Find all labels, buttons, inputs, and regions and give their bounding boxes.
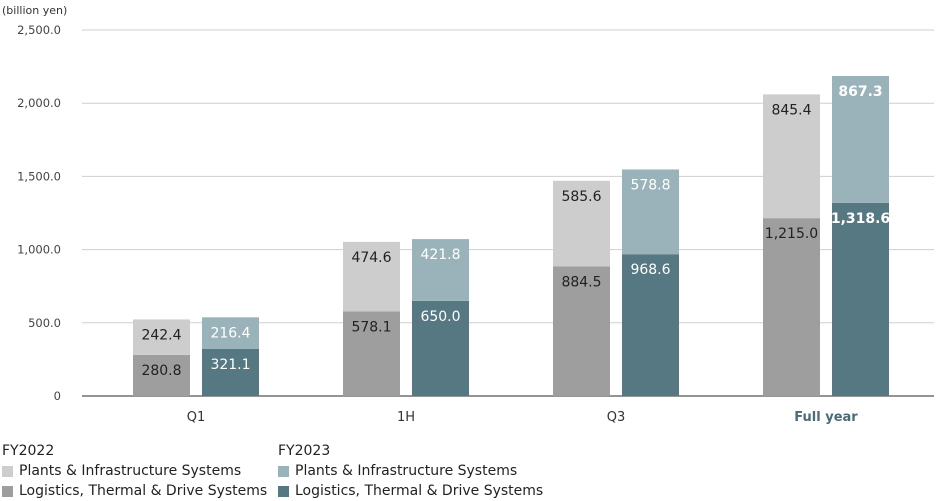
bar-fy2022-logistics-full-year [763, 218, 820, 396]
bar-fy2022-plants-q3 [553, 180, 610, 267]
data-label-fy2023-logistics-1h: 650.0 [420, 309, 460, 325]
x-tick-label-q1: Q1 [187, 410, 206, 425]
legend-label-fy2022-logistics: Logistics, Thermal & Drive Systems [19, 483, 268, 499]
bar-fy2023-plants-full-year [832, 75, 889, 203]
data-label-fy2022-logistics-full-year: 1,215.0 [765, 226, 818, 242]
legend-item-fy2023-logistics: Logistics, Thermal & Drive Systems [278, 481, 543, 501]
y-tick-label: 500.0 [28, 316, 61, 330]
y-tick-label: 2,500.0 [17, 23, 61, 37]
legend-fy2023: FY2023 Plants & Infrastructure Systems L… [278, 441, 543, 501]
legend-swatch-fy2023-logistics [278, 485, 289, 497]
legend-swatch-fy2022-logistics [2, 485, 13, 497]
bar-fy2022-plants-q1 [133, 319, 190, 355]
legend-item-fy2023-plants: Plants & Infrastructure Systems [278, 461, 543, 481]
x-tick-label-full-year: Full year [794, 410, 858, 425]
data-label-fy2022-plants-1h: 474.6 [351, 250, 391, 266]
x-tick-label-1h: 1H [397, 410, 415, 425]
y-tick-label: 0 [54, 389, 61, 403]
legend-label-fy2023-plants: Plants & Infrastructure Systems [295, 463, 518, 479]
bar-fy2022-logistics-1h [343, 311, 400, 396]
data-label-fy2023-plants-q1: 216.4 [210, 325, 250, 341]
legend-label-fy2023-logistics: Logistics, Thermal & Drive Systems [295, 483, 544, 499]
data-label-fy2023-logistics-q1: 321.1 [210, 357, 250, 373]
data-label-fy2023-logistics-q3: 968.6 [630, 262, 670, 278]
data-label-fy2023-plants-1h: 421.8 [420, 247, 460, 263]
bar-fy2022-logistics-q1 [133, 354, 190, 396]
data-label-fy2023-logistics-full-year: 1,318.6 [831, 211, 890, 227]
bar-fy2023-plants-q1 [202, 317, 259, 349]
bar-fy2023-plants-q3 [622, 169, 679, 255]
bar-fy2023-logistics-q3 [622, 254, 679, 396]
y-tick-label: 1,000.0 [17, 243, 61, 257]
bar-fy2023-logistics-q1 [202, 348, 259, 396]
x-tick-label-q3: Q3 [607, 410, 626, 425]
legend-fy2022-title: FY2022 [2, 443, 55, 459]
bar-fy2022-plants-1h [343, 241, 400, 312]
legend-fy2023-title: FY2023 [278, 443, 331, 459]
legend-item-fy2022-plants: Plants & Infrastructure Systems [2, 461, 267, 481]
data-label-fy2023-plants-q3: 578.8 [630, 177, 670, 193]
bar-fy2023-logistics-1h [412, 300, 469, 396]
legend-swatch-fy2023-plants [278, 465, 289, 477]
bar-fy2022-plants-full-year [763, 94, 820, 219]
bar-fy2022-logistics-q3 [553, 266, 610, 396]
data-label-fy2022-logistics-q3: 884.5 [561, 275, 601, 291]
legend-item-fy2022-logistics: Logistics, Thermal & Drive Systems [2, 481, 267, 501]
data-label-fy2022-plants-q1: 242.4 [141, 327, 181, 343]
y-tick-label: 1,500.0 [17, 169, 61, 183]
legend-label-fy2022-plants: Plants & Infrastructure Systems [19, 463, 242, 479]
legend-fy2022: FY2022 Plants & Infrastructure Systems L… [2, 441, 267, 501]
y-axis-unit-label: (billion yen) [2, 4, 67, 17]
bar-fy2023-logistics-full-year [832, 202, 889, 396]
data-label-fy2022-plants-full-year: 845.4 [771, 102, 811, 118]
data-label-fy2022-logistics-1h: 578.1 [351, 319, 391, 335]
bar-fy2023-plants-1h [412, 239, 469, 301]
data-label-fy2022-plants-q3: 585.6 [561, 189, 601, 205]
legend-swatch-fy2022-plants [2, 465, 13, 477]
y-tick-label: 2,000.0 [17, 96, 61, 110]
data-label-fy2022-logistics-q1: 280.8 [141, 363, 181, 379]
data-label-fy2023-plants-full-year: 867.3 [838, 84, 882, 100]
